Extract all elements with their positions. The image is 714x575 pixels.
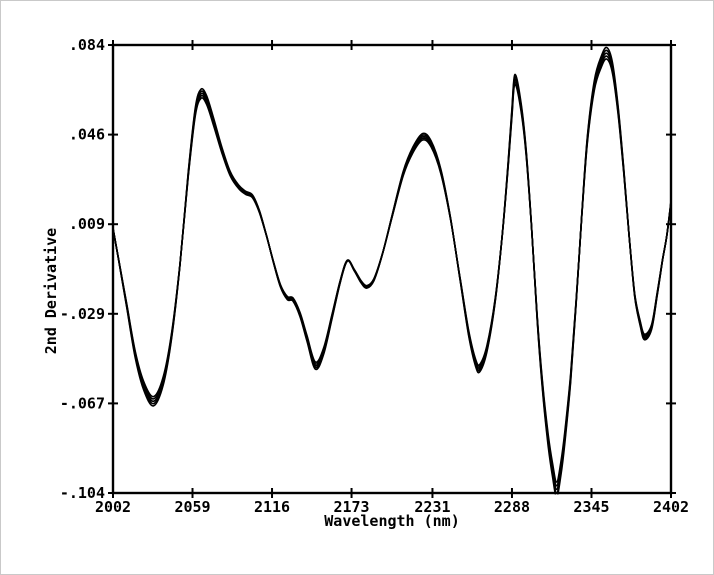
spectrum-trace (112, 49, 672, 494)
x-axis-title: Wavelength (nm) (324, 512, 460, 530)
y-tick-label: .009 (69, 215, 105, 233)
y-tick-label: .084 (69, 36, 105, 54)
spectrum-trace (112, 55, 672, 487)
x-tick-label: 2173 (333, 498, 369, 516)
y-tick-label: -.104 (60, 484, 105, 502)
y-axis-title: 2nd Derivative (42, 227, 60, 355)
y-tick-label: -.029 (60, 305, 105, 323)
x-tick-label: 2116 (254, 498, 290, 516)
x-tick-label: 2288 (494, 498, 530, 516)
plot-border (111, 43, 673, 495)
x-tick-label: 2231 (414, 498, 450, 516)
x-tick-label: 2002 (95, 498, 131, 516)
x-tick-label: 2059 (174, 498, 210, 516)
x-tick-label: 2402 (653, 498, 689, 516)
spectrum-trace (112, 52, 672, 491)
y-tick-label: .046 (69, 126, 105, 144)
x-tick-label: 2345 (573, 498, 609, 516)
y-tick-label: -.067 (60, 394, 105, 412)
spectrum-trace (112, 58, 672, 483)
spectrum-trace (112, 46, 672, 495)
